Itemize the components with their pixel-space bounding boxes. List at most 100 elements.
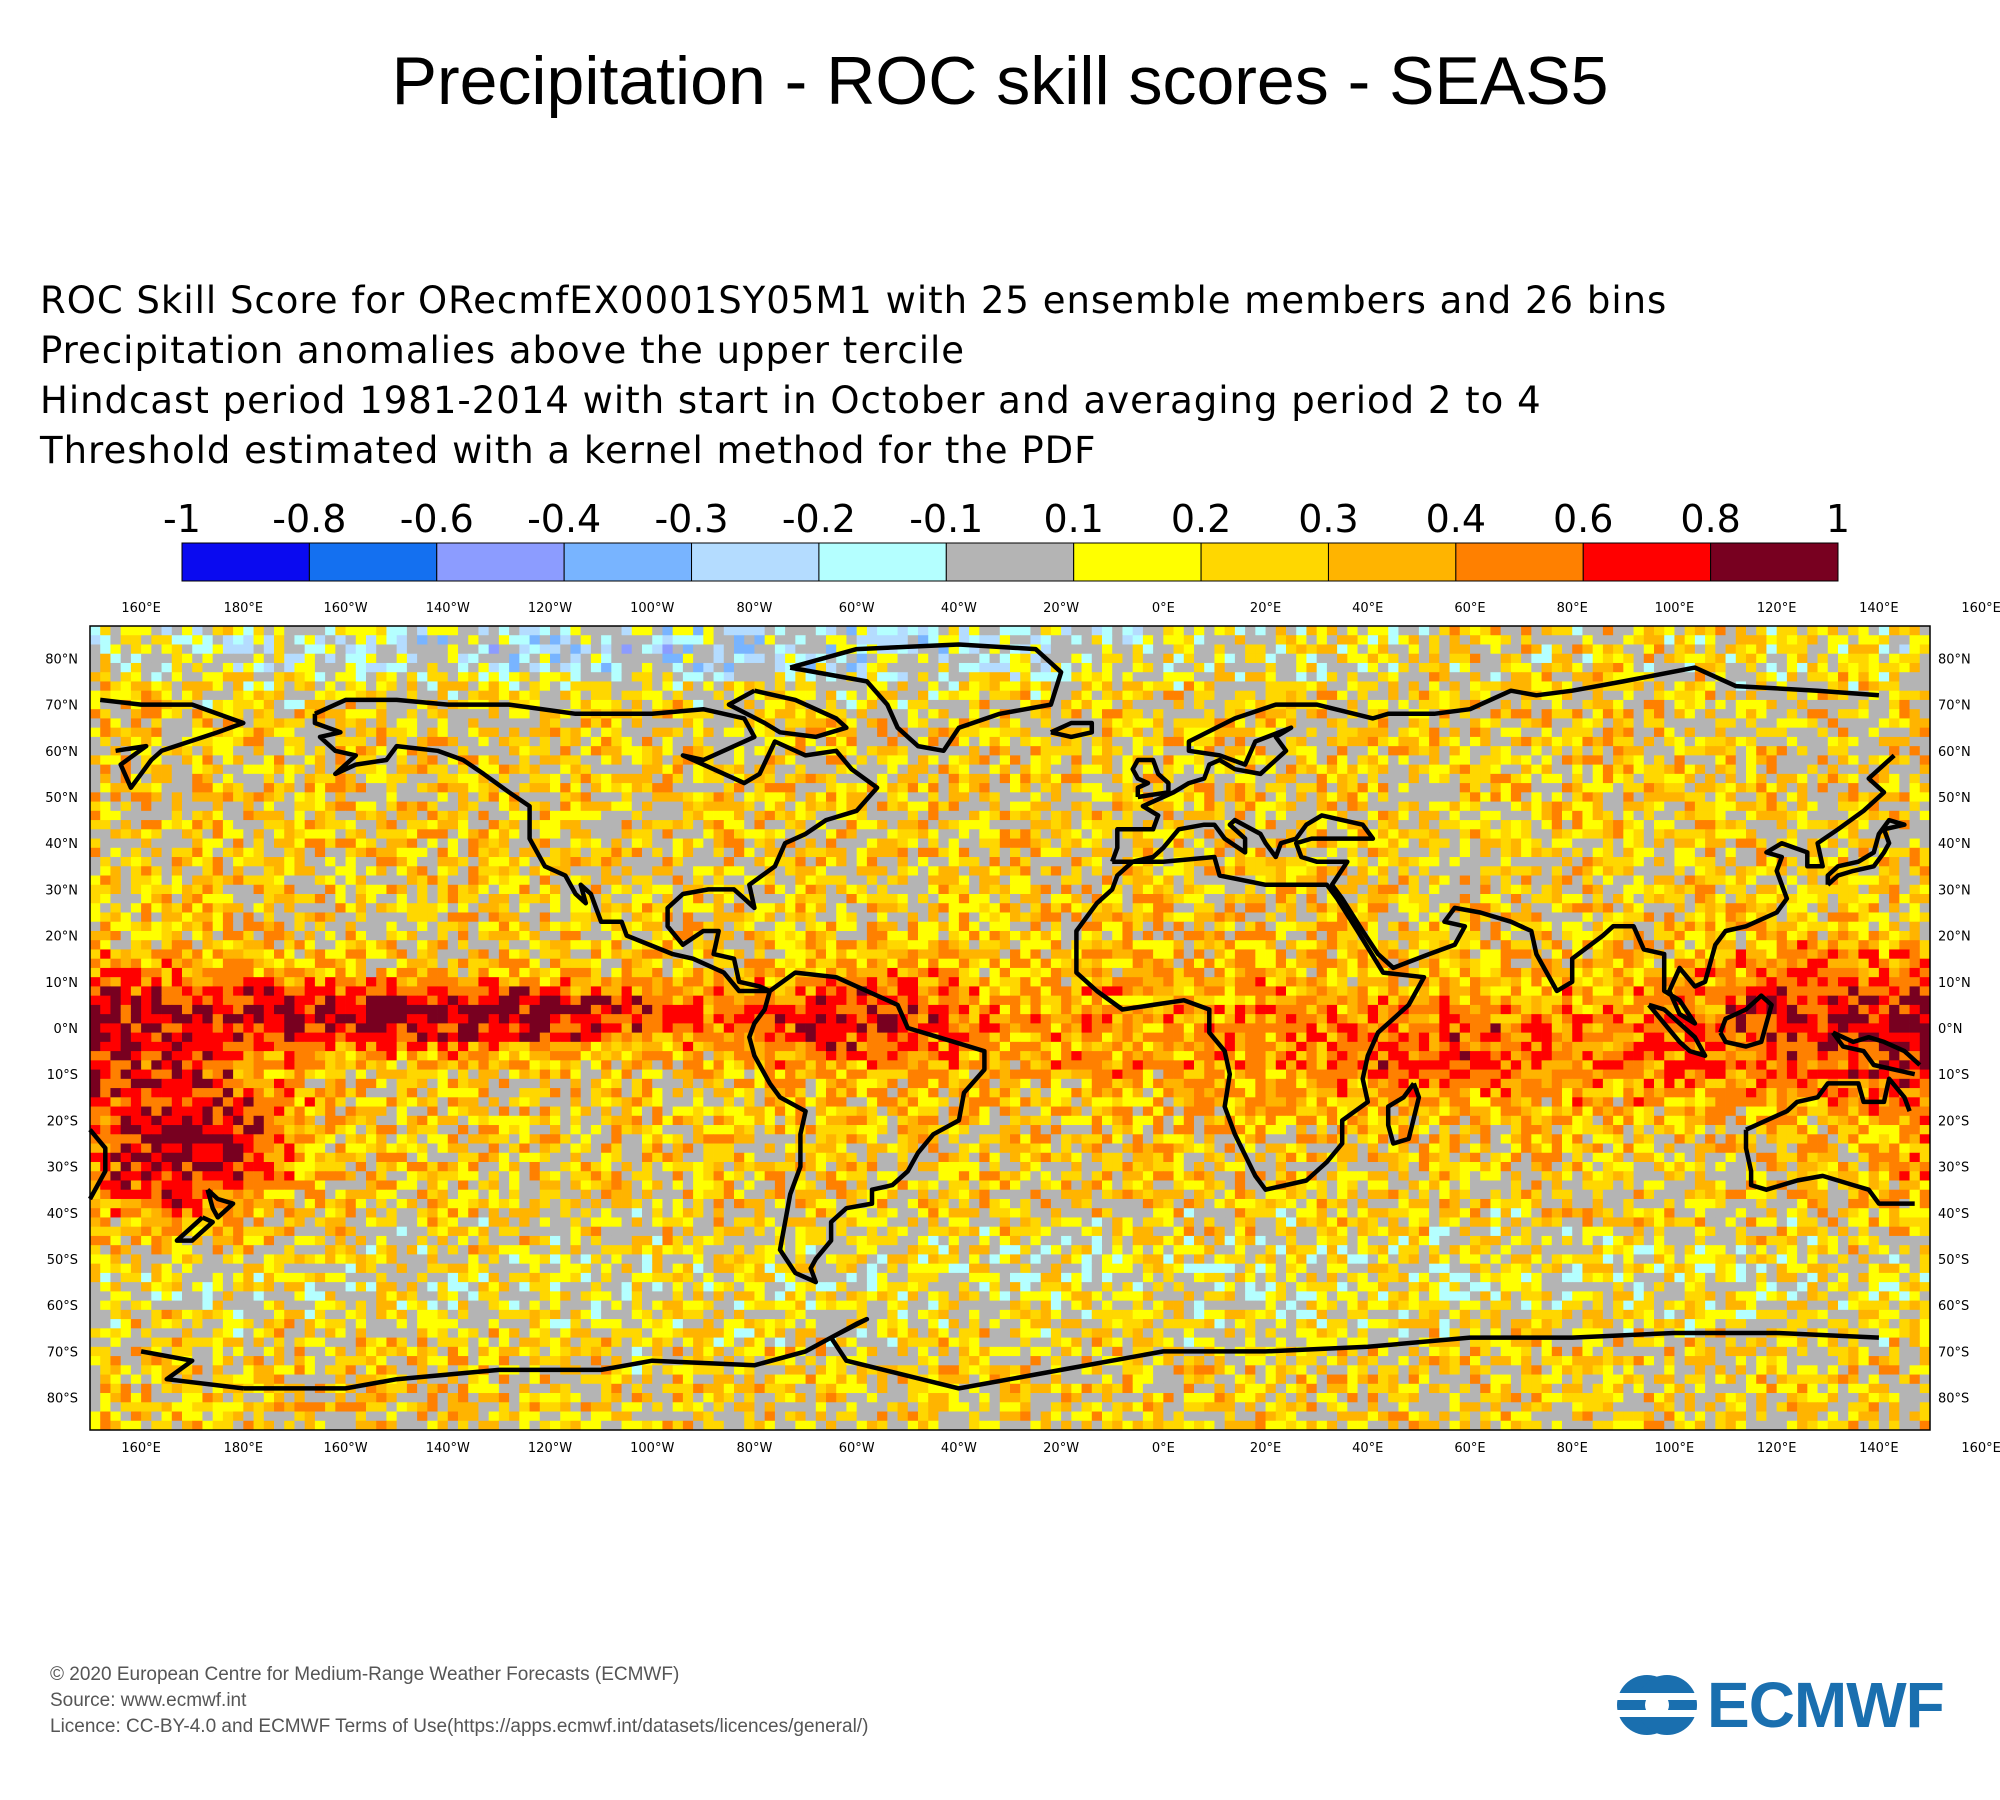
score-cell [662, 718, 674, 729]
score-cell [1163, 690, 1174, 701]
score-cell [856, 857, 868, 867]
score-cell [887, 690, 898, 701]
score-cell [1173, 709, 1185, 719]
score-cell [1756, 792, 1767, 802]
score-cell [253, 792, 265, 802]
score-cell [1030, 773, 1042, 784]
score-cell [1521, 672, 1532, 682]
score-cell [1582, 690, 1594, 701]
score-cell [1899, 801, 1910, 812]
score-cell [325, 857, 336, 867]
score-cell [1838, 681, 1849, 692]
score-cell [274, 736, 285, 747]
score-cell [1439, 736, 1450, 747]
score-cell [396, 727, 408, 738]
score-cell [1592, 847, 1604, 858]
score-cell [376, 773, 387, 784]
score-cell [222, 681, 234, 692]
score-cell [1807, 681, 1818, 692]
score-cell [1337, 847, 1348, 858]
score-cell [498, 690, 510, 701]
score-cell [1776, 690, 1788, 701]
score-cell [1838, 755, 1849, 766]
score-cell [1234, 866, 1246, 876]
score-cell [1725, 690, 1737, 701]
score-cell [907, 866, 919, 876]
score-cell [274, 829, 285, 839]
score-cell [1378, 746, 1389, 756]
score-cell [1112, 699, 1123, 710]
score-cell [754, 838, 766, 849]
score-cell [1408, 690, 1420, 701]
score-cell [355, 635, 367, 645]
score-cell [1633, 857, 1645, 867]
score-cell [1122, 690, 1134, 701]
score-cell [621, 699, 633, 710]
score-cell [294, 875, 306, 886]
score-cell [1439, 866, 1450, 876]
score-cell [478, 736, 490, 747]
score-cell [1429, 635, 1440, 645]
colorbar-tick-label: 0.3 [1298, 497, 1358, 541]
score-cell [406, 718, 418, 729]
score-cell [1848, 635, 1859, 645]
score-cell [1020, 838, 1031, 849]
score-cell [652, 875, 663, 886]
score-cell [212, 810, 224, 821]
score-cell [396, 847, 408, 858]
score-cell [1071, 838, 1082, 849]
score-cell [1286, 662, 1297, 673]
score-cell [263, 838, 275, 849]
score-cell [805, 653, 817, 664]
score-cell [1684, 847, 1696, 858]
score-cell [386, 866, 398, 876]
score-cell [1766, 699, 1778, 710]
score-cell [376, 783, 387, 793]
score-cell [774, 681, 786, 692]
score-cell [979, 699, 990, 710]
score-cell [1582, 764, 1594, 775]
score-cell [151, 644, 162, 655]
score-cell [386, 829, 398, 839]
score-cell [642, 699, 653, 710]
score-cell [1224, 801, 1236, 812]
score-cell [948, 672, 960, 682]
score-cell [1592, 718, 1604, 729]
score-cell [1766, 820, 1778, 830]
score-cell [1643, 681, 1655, 692]
score-cell [90, 764, 101, 775]
score-cell [744, 635, 755, 645]
score-cell [1582, 653, 1594, 664]
score-cell [1061, 810, 1072, 821]
score-cell [866, 727, 878, 738]
score-cell [979, 635, 990, 645]
score-cell [1204, 783, 1215, 793]
score-cell [1326, 681, 1338, 692]
score-cell [151, 829, 162, 839]
score-cell [611, 653, 622, 664]
score-cell [1081, 681, 1093, 692]
score-cell [151, 653, 162, 664]
score-cell [1234, 746, 1246, 756]
score-cell [969, 681, 980, 692]
score-cell [723, 644, 735, 655]
score-cell [335, 875, 346, 886]
score-cell [437, 875, 449, 886]
score-cell [263, 866, 275, 876]
score-cell [907, 755, 919, 766]
score-cell [1010, 764, 1021, 775]
score-cell [805, 810, 817, 821]
score-cell [1418, 820, 1430, 830]
score-cell [1480, 866, 1491, 876]
score-cell [1357, 773, 1369, 784]
score-cell [928, 783, 939, 793]
score-cell [1480, 727, 1491, 738]
score-cell [1776, 755, 1788, 766]
score-cell [1674, 829, 1686, 839]
score-cell [1470, 746, 1481, 756]
score-cell [928, 718, 939, 729]
score-cell [1684, 773, 1696, 784]
score-cell [1572, 847, 1583, 858]
score-cell [1030, 783, 1042, 793]
score-cell [355, 773, 367, 784]
